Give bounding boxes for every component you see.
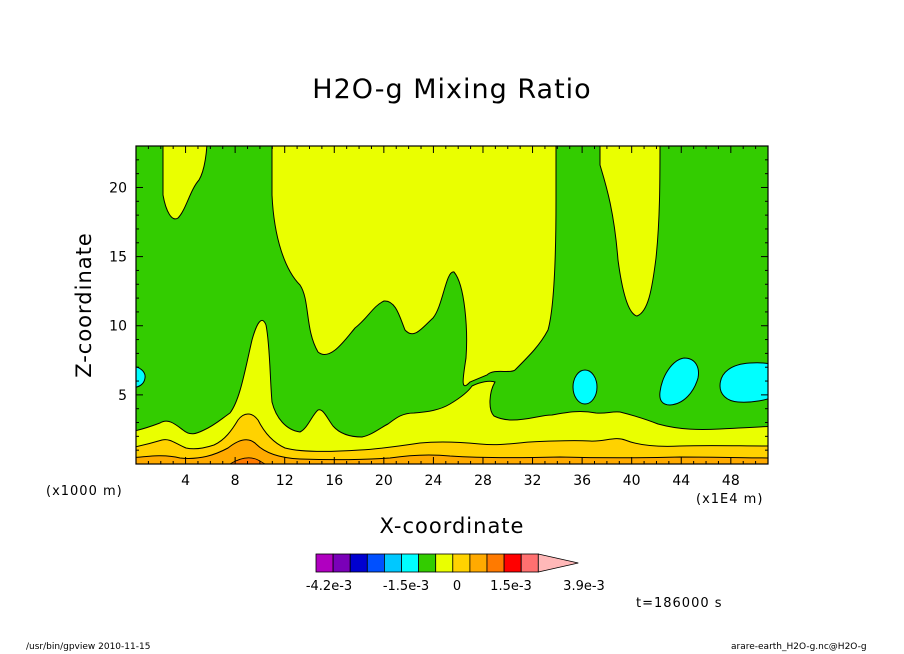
x-tick-label: 44 [672,473,690,489]
region-cyan-blob-50 [719,362,768,403]
time-label: t=186000 s [636,596,723,611]
footer-right: arare-earth_H2O-g.nc@H2O-g [731,642,867,652]
colorbar-label: -1.5e-3 [383,579,429,594]
chart-title: H2O-g Mixing Ratio [312,74,592,105]
region-gold-band [136,413,768,464]
x-tick-label: 32 [524,473,542,489]
x-tick-label: 16 [325,473,343,489]
colorbar-swatch [401,553,420,573]
region-yellow-bottom [136,320,768,464]
y-tick-label: 10 [109,319,127,335]
x-tick-label: 8 [231,473,240,489]
colorbar-swatch [503,553,522,573]
colorbar-swatch [435,553,454,573]
y-tick-label: 5 [118,388,127,404]
colorbar-label: 3.9e-3 [563,579,605,594]
x-axis-label: X-coordinate [379,514,525,538]
colorbar-swatch [366,553,385,573]
x-tick-label: 20 [375,473,393,489]
colorbar-label: 0 [453,579,461,594]
region-yellow-center [271,146,557,387]
colorbar-swatch [315,553,334,573]
colorbar-swatch [383,553,402,573]
colorbar-swatch [520,553,539,573]
plot-frame [135,145,769,465]
colorbar-swatch [418,553,437,573]
plot-field [136,146,768,464]
colorbar-swatch [469,553,488,573]
x-tick-label: 48 [722,473,740,489]
y-tick-label: 15 [109,250,127,266]
region-cyan-blob-36 [572,369,598,405]
x-unit-note: (x1E4 m) [696,492,764,507]
colorbar-swatch [349,553,368,573]
x-tick-label: 28 [474,473,492,489]
footer-left: /usr/bin/gpview 2010-11-15 [26,642,151,652]
colorbar-label: 1.5e-3 [490,579,532,594]
region-orange-band [136,439,768,464]
colorbar-swatch [486,553,505,573]
x-tick-label: 4 [181,473,190,489]
colorbar-swatch [452,553,471,573]
region-cyan-blob-44 [659,357,699,406]
colorbar: -4.2e-3 -1.5e-3 0 1.5e-3 3.9e-3 [306,553,605,594]
x-tick-label: 12 [276,473,294,489]
colorbar-end-triangle [537,553,579,573]
colorbar-swatch [332,553,351,573]
x-tick-label: 40 [623,473,641,489]
region-yellow-plume-right [599,146,661,317]
region-yellow-plume-left [162,146,208,220]
x-tick-label: 24 [424,473,442,489]
y-tick-label: 20 [109,180,127,196]
colorbar-label: -4.2e-3 [306,579,352,594]
y-unit-note: (x1000 m) [46,484,123,499]
x-tick-label: 36 [573,473,591,489]
